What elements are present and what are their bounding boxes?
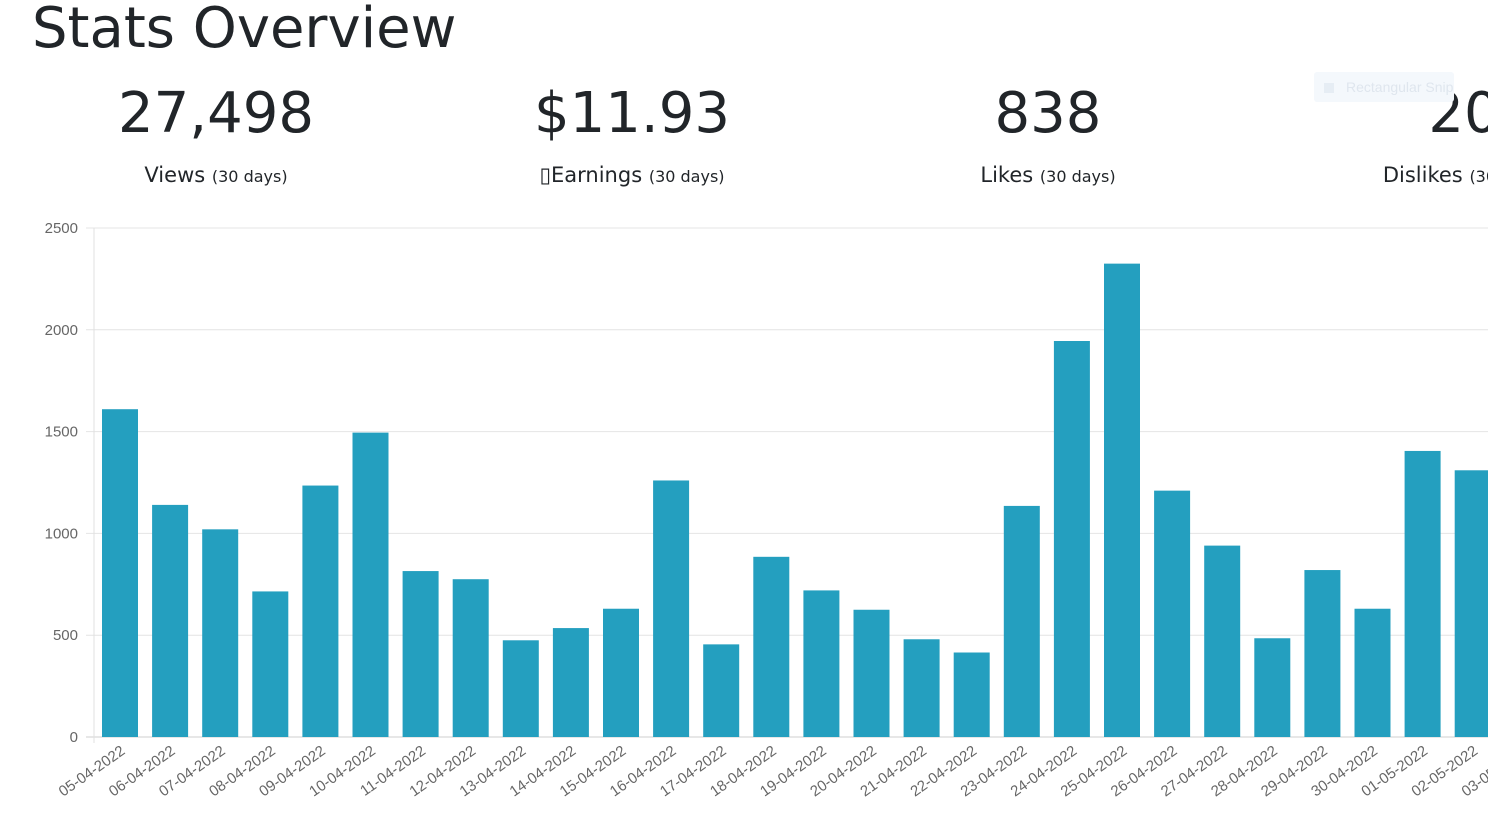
bar-13-04-2022 bbox=[502, 640, 539, 737]
y-tick-label: 1500 bbox=[45, 424, 78, 441]
bar-18-04-2022 bbox=[753, 556, 790, 737]
bar-28-04-2022 bbox=[1254, 638, 1291, 737]
stat-views: 27,498 Views (30 days) bbox=[16, 76, 416, 187]
snip-icon bbox=[1324, 83, 1334, 94]
bar-08-04-2022 bbox=[252, 591, 289, 737]
stat-views-label: Views bbox=[144, 163, 206, 187]
bar-16-04-2022 bbox=[653, 480, 690, 737]
snip-tooltip-ghost: Rectangular Snip bbox=[1314, 72, 1454, 102]
bar-01-05-2022 bbox=[1404, 450, 1441, 737]
bar-07-04-2022 bbox=[202, 529, 239, 737]
page-title: Stats Overview bbox=[32, 0, 457, 61]
y-axis-labels: 0 500 1000 1500 2000 2500 bbox=[45, 220, 78, 746]
snip-tooltip-text: Rectangular Snip bbox=[1346, 79, 1454, 95]
y-tick-label: 2000 bbox=[45, 322, 78, 339]
bar-29-04-2022 bbox=[1304, 570, 1341, 737]
y-tick-label: 2500 bbox=[45, 220, 78, 237]
bar-11-04-2022 bbox=[402, 571, 439, 737]
bar-05-04-2022 bbox=[102, 409, 138, 737]
x-axis-labels: 05-04-202206-04-202207-04-202208-04-2022… bbox=[56, 742, 1488, 800]
bar-14-04-2022 bbox=[552, 628, 589, 737]
stat-earnings: $11.93 ▯Earnings (30 days) bbox=[432, 76, 832, 187]
bar-12-04-2022 bbox=[452, 579, 489, 737]
stat-likes-period: (30 days) bbox=[1039, 167, 1116, 186]
stat-views-value: 27,498 bbox=[118, 81, 314, 146]
bar-20-04-2022 bbox=[853, 609, 890, 737]
stat-views-period: (30 days) bbox=[211, 167, 288, 186]
bar-02-05-2022 bbox=[1454, 470, 1488, 737]
y-tick-label: 0 bbox=[70, 729, 78, 746]
bar-19-04-2022 bbox=[803, 590, 840, 737]
views-bar-chart: 0 500 1000 1500 2000 2500 05-04-202206-04-202… bbox=[45, 220, 1488, 800]
y-tick-label: 500 bbox=[53, 627, 78, 644]
bar-21-04-2022 bbox=[903, 639, 940, 737]
stat-likes-value: 838 bbox=[994, 81, 1102, 146]
bar-24-04-2022 bbox=[1053, 340, 1090, 737]
stat-dislikes-period: (30 days) bbox=[1469, 167, 1488, 186]
stat-dislikes-label: Dislikes bbox=[1382, 163, 1463, 187]
stat-likes-label: Likes bbox=[980, 163, 1034, 187]
bar-17-04-2022 bbox=[703, 644, 740, 737]
y-tick-label: 1000 bbox=[45, 525, 78, 542]
bar-26-04-2022 bbox=[1154, 490, 1191, 737]
stat-dislikes-caption: Dislikes (30 days) bbox=[1264, 163, 1488, 187]
stat-earnings-period: (30 days) bbox=[648, 167, 725, 186]
chart-bars bbox=[102, 263, 1488, 737]
bar-22-04-2022 bbox=[953, 652, 990, 737]
stat-views-caption: Views (30 days) bbox=[16, 163, 416, 187]
stat-likes: 838 Likes (30 days) bbox=[848, 76, 1248, 187]
stat-dislikes: 20 Dislikes (30 days) bbox=[1264, 76, 1488, 187]
stat-earnings-caption: ▯Earnings (30 days) bbox=[432, 163, 832, 187]
bar-09-04-2022 bbox=[302, 485, 339, 737]
stat-earnings-label: ▯Earnings bbox=[539, 163, 643, 187]
stat-likes-caption: Likes (30 days) bbox=[848, 163, 1248, 187]
bar-25-04-2022 bbox=[1104, 263, 1140, 737]
bar-15-04-2022 bbox=[603, 608, 639, 737]
bar-27-04-2022 bbox=[1204, 545, 1241, 737]
bar-10-04-2022 bbox=[352, 432, 389, 737]
bar-06-04-2022 bbox=[152, 504, 189, 737]
bar-30-04-2022 bbox=[1354, 608, 1391, 737]
stat-earnings-value: $11.93 bbox=[534, 81, 730, 146]
bar-23-04-2022 bbox=[1003, 505, 1040, 737]
